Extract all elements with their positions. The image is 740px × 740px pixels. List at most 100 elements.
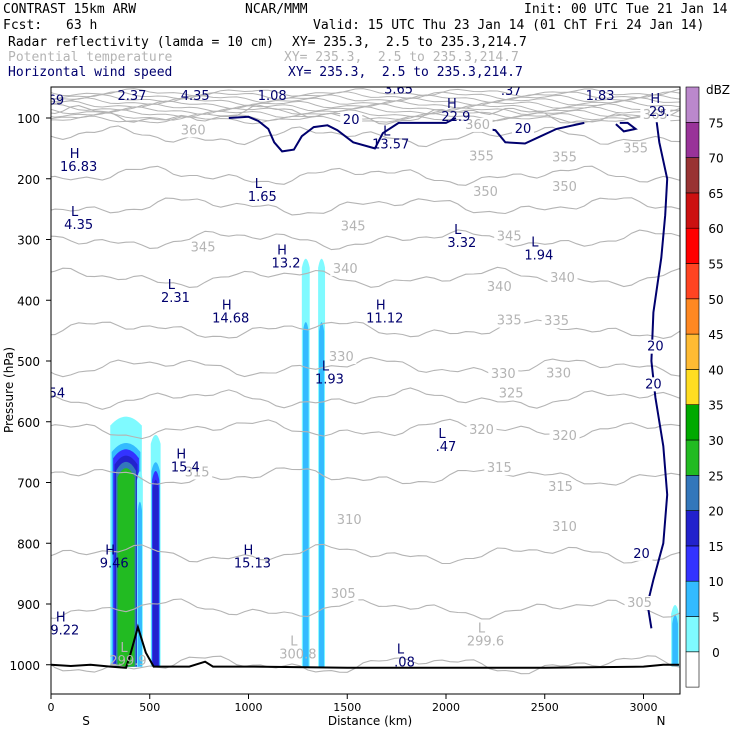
wind-label-20: 20 xyxy=(633,547,650,562)
colorbar-level-label: 25 xyxy=(708,469,723,483)
colorbar-level-label: 70 xyxy=(708,152,723,166)
edge-label: 69 xyxy=(48,94,65,109)
colorbar-swatch-1 xyxy=(685,616,700,653)
theta-label-bg-10 xyxy=(326,350,357,364)
colorbar-swatch-0 xyxy=(685,651,700,688)
theta-label-335: 335 xyxy=(497,314,522,329)
theta-label-bg-4 xyxy=(182,465,213,480)
wind-contour-20-2 xyxy=(615,121,638,133)
x-tick-label: 1000 xyxy=(235,701,263,714)
theta-contour-upper-6 xyxy=(51,106,680,116)
terrain-line xyxy=(51,623,680,669)
extremum-low-marker: L xyxy=(188,76,196,91)
extremum-value: 299.6 xyxy=(467,634,504,649)
wind-label-bg-0 xyxy=(340,113,363,128)
fcst-value: 63 h xyxy=(66,18,98,33)
y-tick-label: 100 xyxy=(17,112,40,126)
theta-label-bg-6 xyxy=(545,480,576,495)
theta-label-bg-25 xyxy=(620,141,651,156)
theta-label-320: 320 xyxy=(552,429,577,444)
org-label: NCAR/MMM xyxy=(245,2,308,17)
model-title: CONTRAST 15km ARW xyxy=(3,2,137,17)
theta-label-340: 340 xyxy=(333,262,358,277)
theta-label-bg-2 xyxy=(334,512,365,527)
extremum-value: 1.93 xyxy=(315,372,344,387)
extremum-value: 4.35 xyxy=(181,89,210,104)
field-reflectivity-name: Radar reflectivity (lamda = 10 cm) xyxy=(8,35,275,50)
theta-label-325: 325 xyxy=(499,386,524,401)
extremum-high-marker: H xyxy=(244,544,254,559)
extremum-low-marker: L xyxy=(454,223,462,238)
x-axis-title: Distance (km) xyxy=(328,714,412,728)
colorbar-swatch-12 xyxy=(685,227,700,264)
x-tick-label: 0 xyxy=(48,701,55,714)
theta-label-bg-18 xyxy=(188,240,219,255)
theta-label-360: 360 xyxy=(181,123,206,138)
theta-label-bg-15 xyxy=(330,261,361,276)
colorbar-unit: dBZ xyxy=(706,83,730,97)
extremum-low-marker: L xyxy=(255,177,263,192)
theta-contour-upper-7 xyxy=(51,109,680,119)
colorbar-level-label: 35 xyxy=(708,399,723,413)
plot-frame xyxy=(50,86,681,695)
x-tick-label: 2500 xyxy=(531,701,559,714)
extremum-value: 1.65 xyxy=(248,190,277,205)
colorbar-swatch-4 xyxy=(685,510,700,547)
theta-contour-upper-8 xyxy=(51,112,680,122)
extremum-high-marker: H xyxy=(222,299,232,314)
field-theta-name: Potential temperature xyxy=(8,50,173,65)
colorbar-level-label: 20 xyxy=(708,505,723,519)
theta-label-305: 305 xyxy=(331,587,356,602)
theta-contour-345 xyxy=(51,229,680,251)
extremum-low-marker: L xyxy=(168,278,176,293)
extremum-value: 9.46 xyxy=(100,557,129,572)
colorbar-swatch-13 xyxy=(685,192,700,229)
wind-label-20: 20 xyxy=(645,377,662,392)
theta-contour-365 xyxy=(51,104,680,125)
extremum-value: 299.9 xyxy=(109,654,146,669)
theta-label-360: 360 xyxy=(465,118,490,133)
extremum-value: 9.22 xyxy=(50,623,79,638)
theta-label-bg-21 xyxy=(470,184,501,199)
theta-contour-upper-0 xyxy=(51,88,680,97)
extremum-low-marker: L xyxy=(391,70,399,85)
colorbar-swatch-2 xyxy=(685,580,700,617)
theta-label-bg-12 xyxy=(543,366,574,381)
theta-contour-upper-3 xyxy=(51,97,680,106)
theta-label-bg-1 xyxy=(624,596,655,611)
theta-label-345: 345 xyxy=(497,230,522,245)
theta-contour-355 xyxy=(51,165,680,186)
wind-label-20: 20 xyxy=(515,122,532,137)
theta-label-345: 345 xyxy=(341,219,366,234)
theta-contour-320 xyxy=(51,418,680,440)
theta-label-bg-22 xyxy=(549,179,580,194)
colorbar-level-label: 45 xyxy=(708,328,723,342)
y-tick-label: 500 xyxy=(17,355,40,369)
colorbar-swatch-6 xyxy=(685,439,700,476)
reflectivity-cell-4-level-10 xyxy=(319,322,325,667)
colorbar-swatch-7 xyxy=(685,404,700,441)
theta-label-310: 310 xyxy=(552,520,577,535)
extremum-high-marker: H xyxy=(70,147,80,162)
theta-label-320: 320 xyxy=(469,423,494,438)
extremum-value: 4.35 xyxy=(64,218,93,233)
reflectivity-cell-2-level-10 xyxy=(137,501,143,667)
reflectivity-cell-3-level-10 xyxy=(302,322,309,667)
y-tick-label: 400 xyxy=(17,294,40,308)
colorbar-level-label: 10 xyxy=(708,575,723,589)
extremum-high-marker: H xyxy=(176,448,186,463)
colorbar-swatch-15 xyxy=(685,122,700,158)
wind-label-bg-1 xyxy=(512,122,535,137)
colorbar-level-label: 40 xyxy=(708,363,723,377)
y-tick-label: 1000 xyxy=(9,659,40,673)
extremum-low-marker: L xyxy=(397,643,405,658)
colorbar-swatch-8 xyxy=(685,369,700,405)
extremum-value: 14.68 xyxy=(212,312,249,327)
extremum-value: 11.12 xyxy=(366,312,403,327)
theta-label-bg-19 xyxy=(338,219,369,234)
theta-contour-340 xyxy=(51,266,680,288)
colorbar-level-label: 15 xyxy=(708,540,723,554)
valid-time: Valid: 15 UTC Thu 23 Jan 14 (01 ChT Fri … xyxy=(313,18,705,33)
theta-label-330: 330 xyxy=(546,366,571,381)
